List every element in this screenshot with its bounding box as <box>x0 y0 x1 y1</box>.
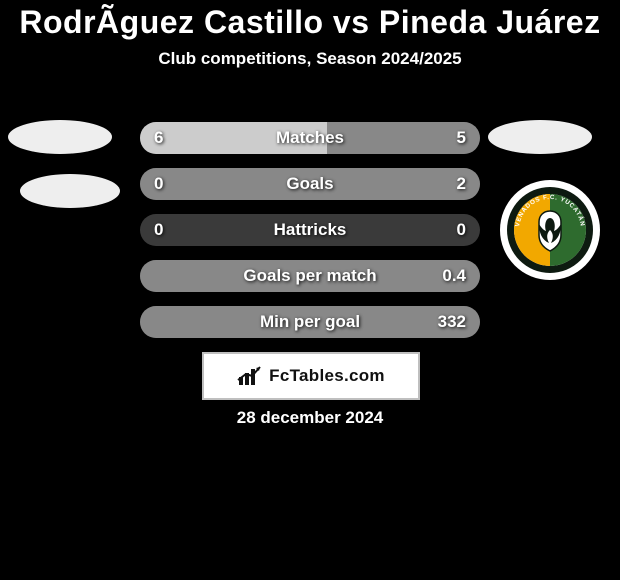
stat-bars: Matches65Goals02Hattricks00Goals per mat… <box>140 122 480 352</box>
stat-row: Goals per match0.4 <box>140 260 480 292</box>
stat-value-left: 6 <box>154 122 163 154</box>
stat-row: Matches6 5 <box>140 122 480 154</box>
page-subtitle: Club competitions, Season 2024/2025 <box>0 49 620 69</box>
left-avatar-pill <box>8 120 112 154</box>
right-avatar-pill <box>488 120 592 154</box>
stat-label: Matches <box>140 122 480 154</box>
stat-label: Goals <box>140 168 480 200</box>
brand-label: FcTables.com <box>269 366 385 386</box>
stat-value-right: 0.4 <box>442 260 466 292</box>
stat-label: Hattricks <box>140 214 480 246</box>
page-title: RodrÃ­guez Castillo vs Pineda Juárez <box>0 0 620 41</box>
team-badge-right: VENADOS F.C. YUCATÁN <box>500 180 600 280</box>
stat-row: Goals0 2 <box>140 168 480 200</box>
stat-value-left: 0 <box>154 214 163 246</box>
snapshot-date: 28 december 2024 <box>0 408 620 428</box>
stat-label: Goals per match <box>140 260 480 292</box>
stat-label: Min per goal <box>140 306 480 338</box>
stat-value-left: 0 <box>154 168 163 200</box>
stat-value-right: 2 <box>457 168 466 200</box>
stat-value-right: 0 <box>457 214 466 246</box>
barchart-icon <box>237 365 263 387</box>
stat-value-right: 332 <box>438 306 466 338</box>
stat-row: Min per goal332 <box>140 306 480 338</box>
comparison-card: RodrÃ­guez Castillo vs Pineda Juárez Clu… <box>0 0 620 580</box>
left-avatar-pill <box>20 174 120 208</box>
venados-shield-icon: VENADOS F.C. YUCATÁN <box>505 185 595 275</box>
stat-value-right: 5 <box>457 122 466 154</box>
brand-box[interactable]: FcTables.com <box>202 352 420 400</box>
stat-row: Hattricks0 0 <box>140 214 480 246</box>
